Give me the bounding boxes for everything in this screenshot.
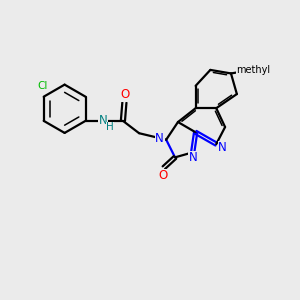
Text: N: N <box>218 141 227 154</box>
Text: N: N <box>189 151 198 164</box>
Text: O: O <box>159 169 168 182</box>
Text: H: H <box>106 122 114 132</box>
Text: N: N <box>155 132 164 145</box>
Text: O: O <box>120 88 130 101</box>
Text: methyl: methyl <box>236 65 270 76</box>
Text: Cl: Cl <box>37 81 47 92</box>
Text: N: N <box>99 114 108 127</box>
